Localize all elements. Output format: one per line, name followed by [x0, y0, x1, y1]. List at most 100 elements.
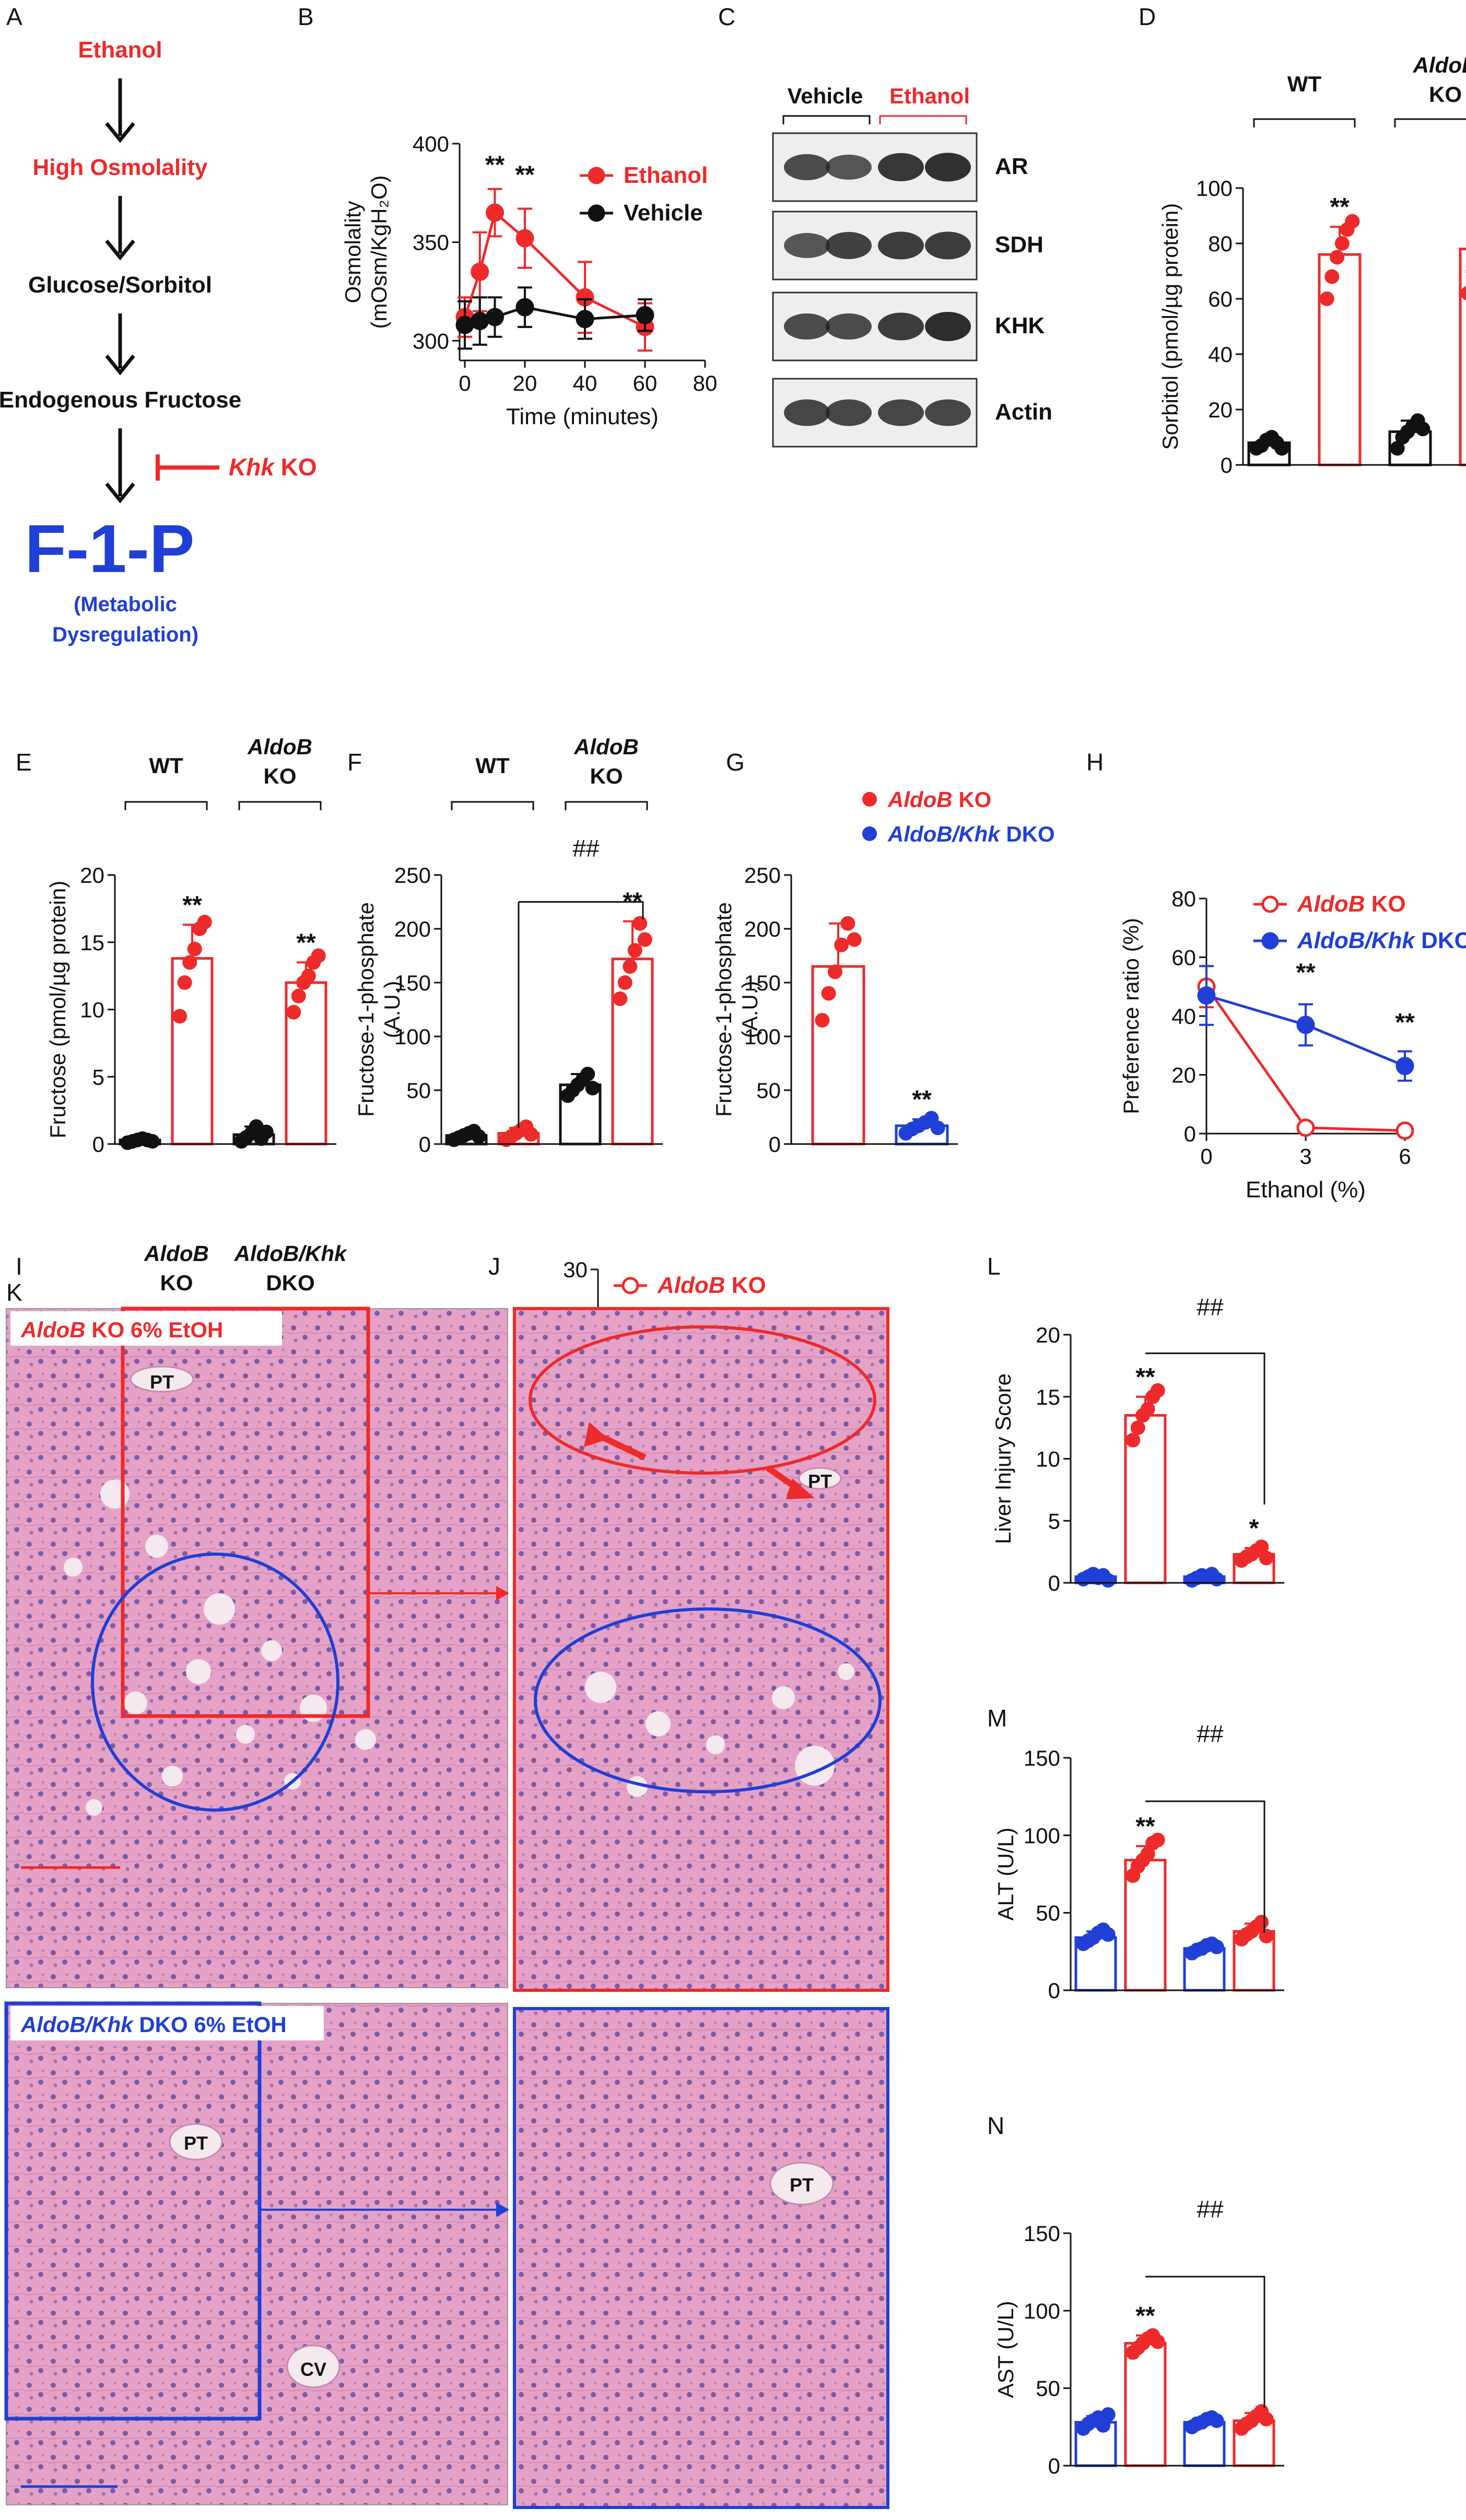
- data-point: [515, 229, 534, 248]
- bar-2: [171, 957, 214, 1146]
- y-tick-label: 5: [1048, 1509, 1060, 1533]
- data-point: [1150, 2334, 1165, 2349]
- y-tick-label: 40: [1171, 1004, 1196, 1029]
- data-point: [515, 298, 534, 317]
- vessel: [130, 1366, 194, 1393]
- regular-part: KO 6% EtOH: [86, 1317, 224, 1342]
- vacuole: [706, 1735, 725, 1754]
- significance-mark: **: [1296, 959, 1316, 987]
- y-tick-label: 100: [394, 1024, 431, 1049]
- significance-mark: **: [515, 161, 535, 189]
- y-tick-label: 50: [1036, 2376, 1060, 2401]
- y-tick-label: 0: [92, 1132, 104, 1157]
- legend-label: AldoB KO: [887, 787, 991, 812]
- y-axis-title: AST (U/L): [993, 2301, 1018, 2398]
- data-point: [197, 915, 212, 930]
- data-point: [455, 316, 474, 334]
- histology-tile-3: [6, 2003, 508, 2505]
- y-axis-title: Fructose-1-phosphate: [354, 902, 378, 1117]
- regular-part: KO: [1365, 891, 1406, 917]
- group-label-line1: AldoB: [247, 734, 312, 759]
- steatosis-circle: [91, 1553, 339, 1812]
- blot-band: [784, 399, 830, 426]
- x-tick-label: 40: [573, 371, 597, 395]
- x-tick-label: 0: [459, 371, 471, 395]
- data-point: [1150, 1383, 1165, 1398]
- group-label: WT: [149, 753, 183, 778]
- label-box: [10, 1311, 282, 1346]
- legend-label: AldoB KO: [1297, 891, 1406, 917]
- blot-band: [826, 155, 872, 180]
- data-point: [1319, 291, 1334, 306]
- legend-marker: [1261, 932, 1279, 950]
- y-tick-label: 0: [1048, 1978, 1060, 2003]
- data-point: [1395, 1121, 1414, 1140]
- data-point: [1125, 1432, 1141, 1448]
- group-bracket: [879, 115, 967, 124]
- flow-arrowhead: [105, 354, 135, 376]
- data-point: [1100, 2407, 1116, 2422]
- vacuole: [204, 1593, 235, 1625]
- y-tick-label: 20: [1171, 1063, 1196, 1088]
- data-point: [1395, 1057, 1414, 1076]
- data-point: [627, 943, 642, 958]
- panel-letter-I: I: [16, 1253, 22, 1280]
- data-point: [471, 312, 489, 331]
- italic-part: Khk: [229, 453, 275, 481]
- data-point: [1209, 1939, 1224, 1954]
- blot-band: [878, 153, 924, 181]
- data-point: [471, 262, 489, 281]
- chart-E: 0 5 10 15 20 Fructose (pmol/µg protein) ** ** WT…: [45, 734, 336, 1157]
- y-tick-label: 50: [756, 1078, 781, 1103]
- data-point: [930, 1121, 945, 1136]
- vacuole: [355, 1729, 376, 1750]
- histology-K: AldoB KO 6% EtOH AldoB/Khk DKO 6% EtOH PT P…: [4, 1306, 889, 2509]
- vacuole: [772, 1686, 795, 1709]
- x-tick-label: 80: [693, 371, 718, 395]
- legend-marker: [862, 826, 877, 841]
- blot-band: [784, 233, 830, 258]
- y-tick-label: 10: [80, 998, 104, 1022]
- vacuole: [186, 1659, 211, 1684]
- italic-part: AldoB/Khk: [1297, 928, 1416, 953]
- comparison-bracket: [1145, 1352, 1265, 1504]
- data-point: [1209, 1571, 1224, 1586]
- data-point: [840, 916, 855, 931]
- data-point: [1150, 1833, 1165, 1848]
- panel-letter-H: H: [1086, 749, 1104, 776]
- data-point: [827, 964, 842, 979]
- data-point: [1259, 2412, 1274, 2426]
- vacuole: [261, 1640, 282, 1661]
- y-tick-label: 50: [406, 1078, 431, 1103]
- y-axis-title-line2: (A.U.): [380, 981, 404, 1039]
- vessel-label: PT: [150, 1371, 174, 1393]
- vacuole: [124, 1691, 147, 1714]
- flow-step-3: Glucose/Sorbitol: [28, 272, 212, 298]
- y-tick-label: 400: [413, 132, 449, 156]
- flow-arrowhead: [105, 482, 135, 504]
- italic-part: AldoB: [20, 1317, 86, 1342]
- group-label: WT: [475, 753, 510, 778]
- vessel: [769, 2162, 834, 2206]
- significance-mark: **: [1330, 193, 1350, 221]
- data-point: [1390, 441, 1405, 456]
- y-tick-label: 0: [1048, 1571, 1060, 1595]
- x-tick-label: 60: [633, 371, 658, 395]
- y-tick-label: 20: [1208, 398, 1233, 422]
- y-tick-label: 40: [1208, 342, 1233, 367]
- data-point: [1197, 986, 1216, 1005]
- data-point: [613, 991, 628, 1006]
- group-bracket: [1394, 118, 1466, 127]
- significance-mark: **: [485, 151, 505, 179]
- blot-group-ethanol: Ethanol: [889, 84, 970, 108]
- y-tick-label: 150: [394, 971, 431, 995]
- y-tick-label: 300: [413, 329, 449, 353]
- x-axis-title: Time (minutes): [506, 404, 659, 429]
- chart-N: 0 50 100 150 AST (U/L) ** ##: [993, 2196, 1284, 2478]
- data-point: [1140, 1402, 1155, 1417]
- group-label-line2: KO: [590, 764, 623, 788]
- blot-band: [925, 231, 971, 260]
- legend-marker: [862, 792, 877, 807]
- data-point: [1209, 2413, 1224, 2428]
- pointer-arrowhead: [786, 1478, 815, 1499]
